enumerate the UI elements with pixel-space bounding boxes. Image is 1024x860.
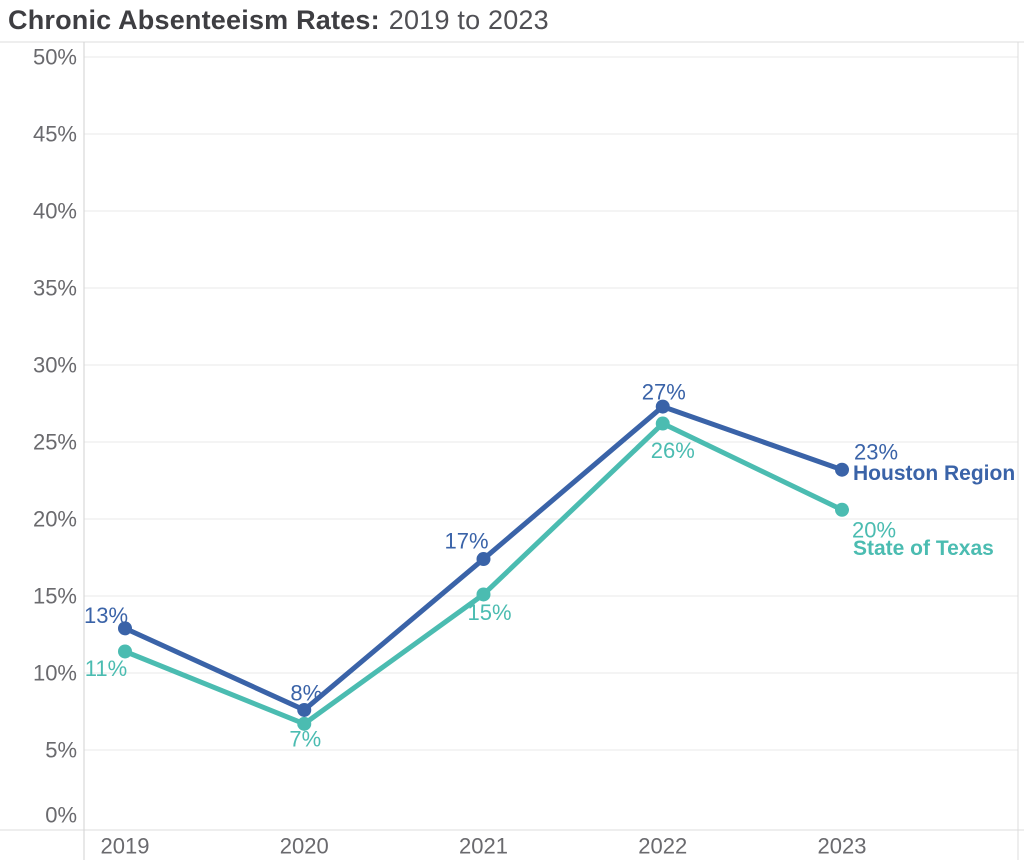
data-label-state-of-texas: 7%: [289, 727, 321, 752]
data-point-state-of-texas[interactable]: [297, 716, 312, 731]
y-tick-label: 45%: [33, 122, 77, 147]
data-label-houston-region: 17%: [444, 529, 488, 554]
data-point-houston-region[interactable]: [118, 621, 132, 636]
data-label-houston-region: 23%: [854, 439, 898, 464]
data-label-houston-region: 27%: [642, 379, 686, 404]
data-label-state-of-texas: 15%: [467, 600, 511, 625]
y-tick-label: 35%: [33, 276, 77, 301]
data-point-state-of-texas[interactable]: [476, 587, 491, 602]
x-tick-label: 2023: [818, 834, 867, 859]
chart-title: Chronic Absenteeism Rates: 2019 to 2023: [8, 2, 549, 38]
y-tick-label: 40%: [33, 199, 77, 224]
y-tick-label: 0%: [45, 803, 77, 828]
x-tick-label: 2020: [280, 834, 329, 859]
y-tick-label: 15%: [33, 584, 77, 609]
data-label-state-of-texas: 20%: [852, 517, 896, 542]
y-tick-label: 10%: [33, 661, 77, 686]
x-tick-label: 2022: [638, 834, 687, 859]
y-tick-label: 5%: [45, 738, 77, 763]
y-tick-label: 50%: [33, 45, 77, 70]
data-label-state-of-texas: 11%: [85, 656, 127, 681]
data-point-houston-region[interactable]: [476, 552, 491, 567]
data-point-state-of-texas[interactable]: [118, 644, 132, 659]
chart-title-main: Chronic Absenteeism Rates:: [8, 5, 380, 35]
series-name-label-houston-region: Houston Region: [853, 462, 1015, 485]
y-tick-label: 25%: [33, 430, 77, 455]
data-point-houston-region[interactable]: [835, 462, 849, 477]
series-name-label-state-of-texas: State of Texas: [853, 537, 994, 560]
chart-title-range: 2019 to 2023: [388, 5, 549, 35]
data-point-state-of-texas[interactable]: [835, 502, 849, 517]
y-tick-label: 20%: [33, 507, 77, 532]
data-point-houston-region[interactable]: [297, 702, 312, 717]
data-label-houston-region: 8%: [290, 681, 322, 706]
data-label-state-of-texas: 26%: [651, 438, 695, 463]
y-tick-label: 30%: [33, 353, 77, 378]
x-tick-label: 2021: [459, 834, 508, 859]
data-point-houston-region[interactable]: [655, 399, 670, 414]
x-tick-label: 2019: [101, 834, 150, 859]
data-point-state-of-texas[interactable]: [655, 416, 670, 431]
data-label-houston-region: 13%: [84, 603, 128, 628]
